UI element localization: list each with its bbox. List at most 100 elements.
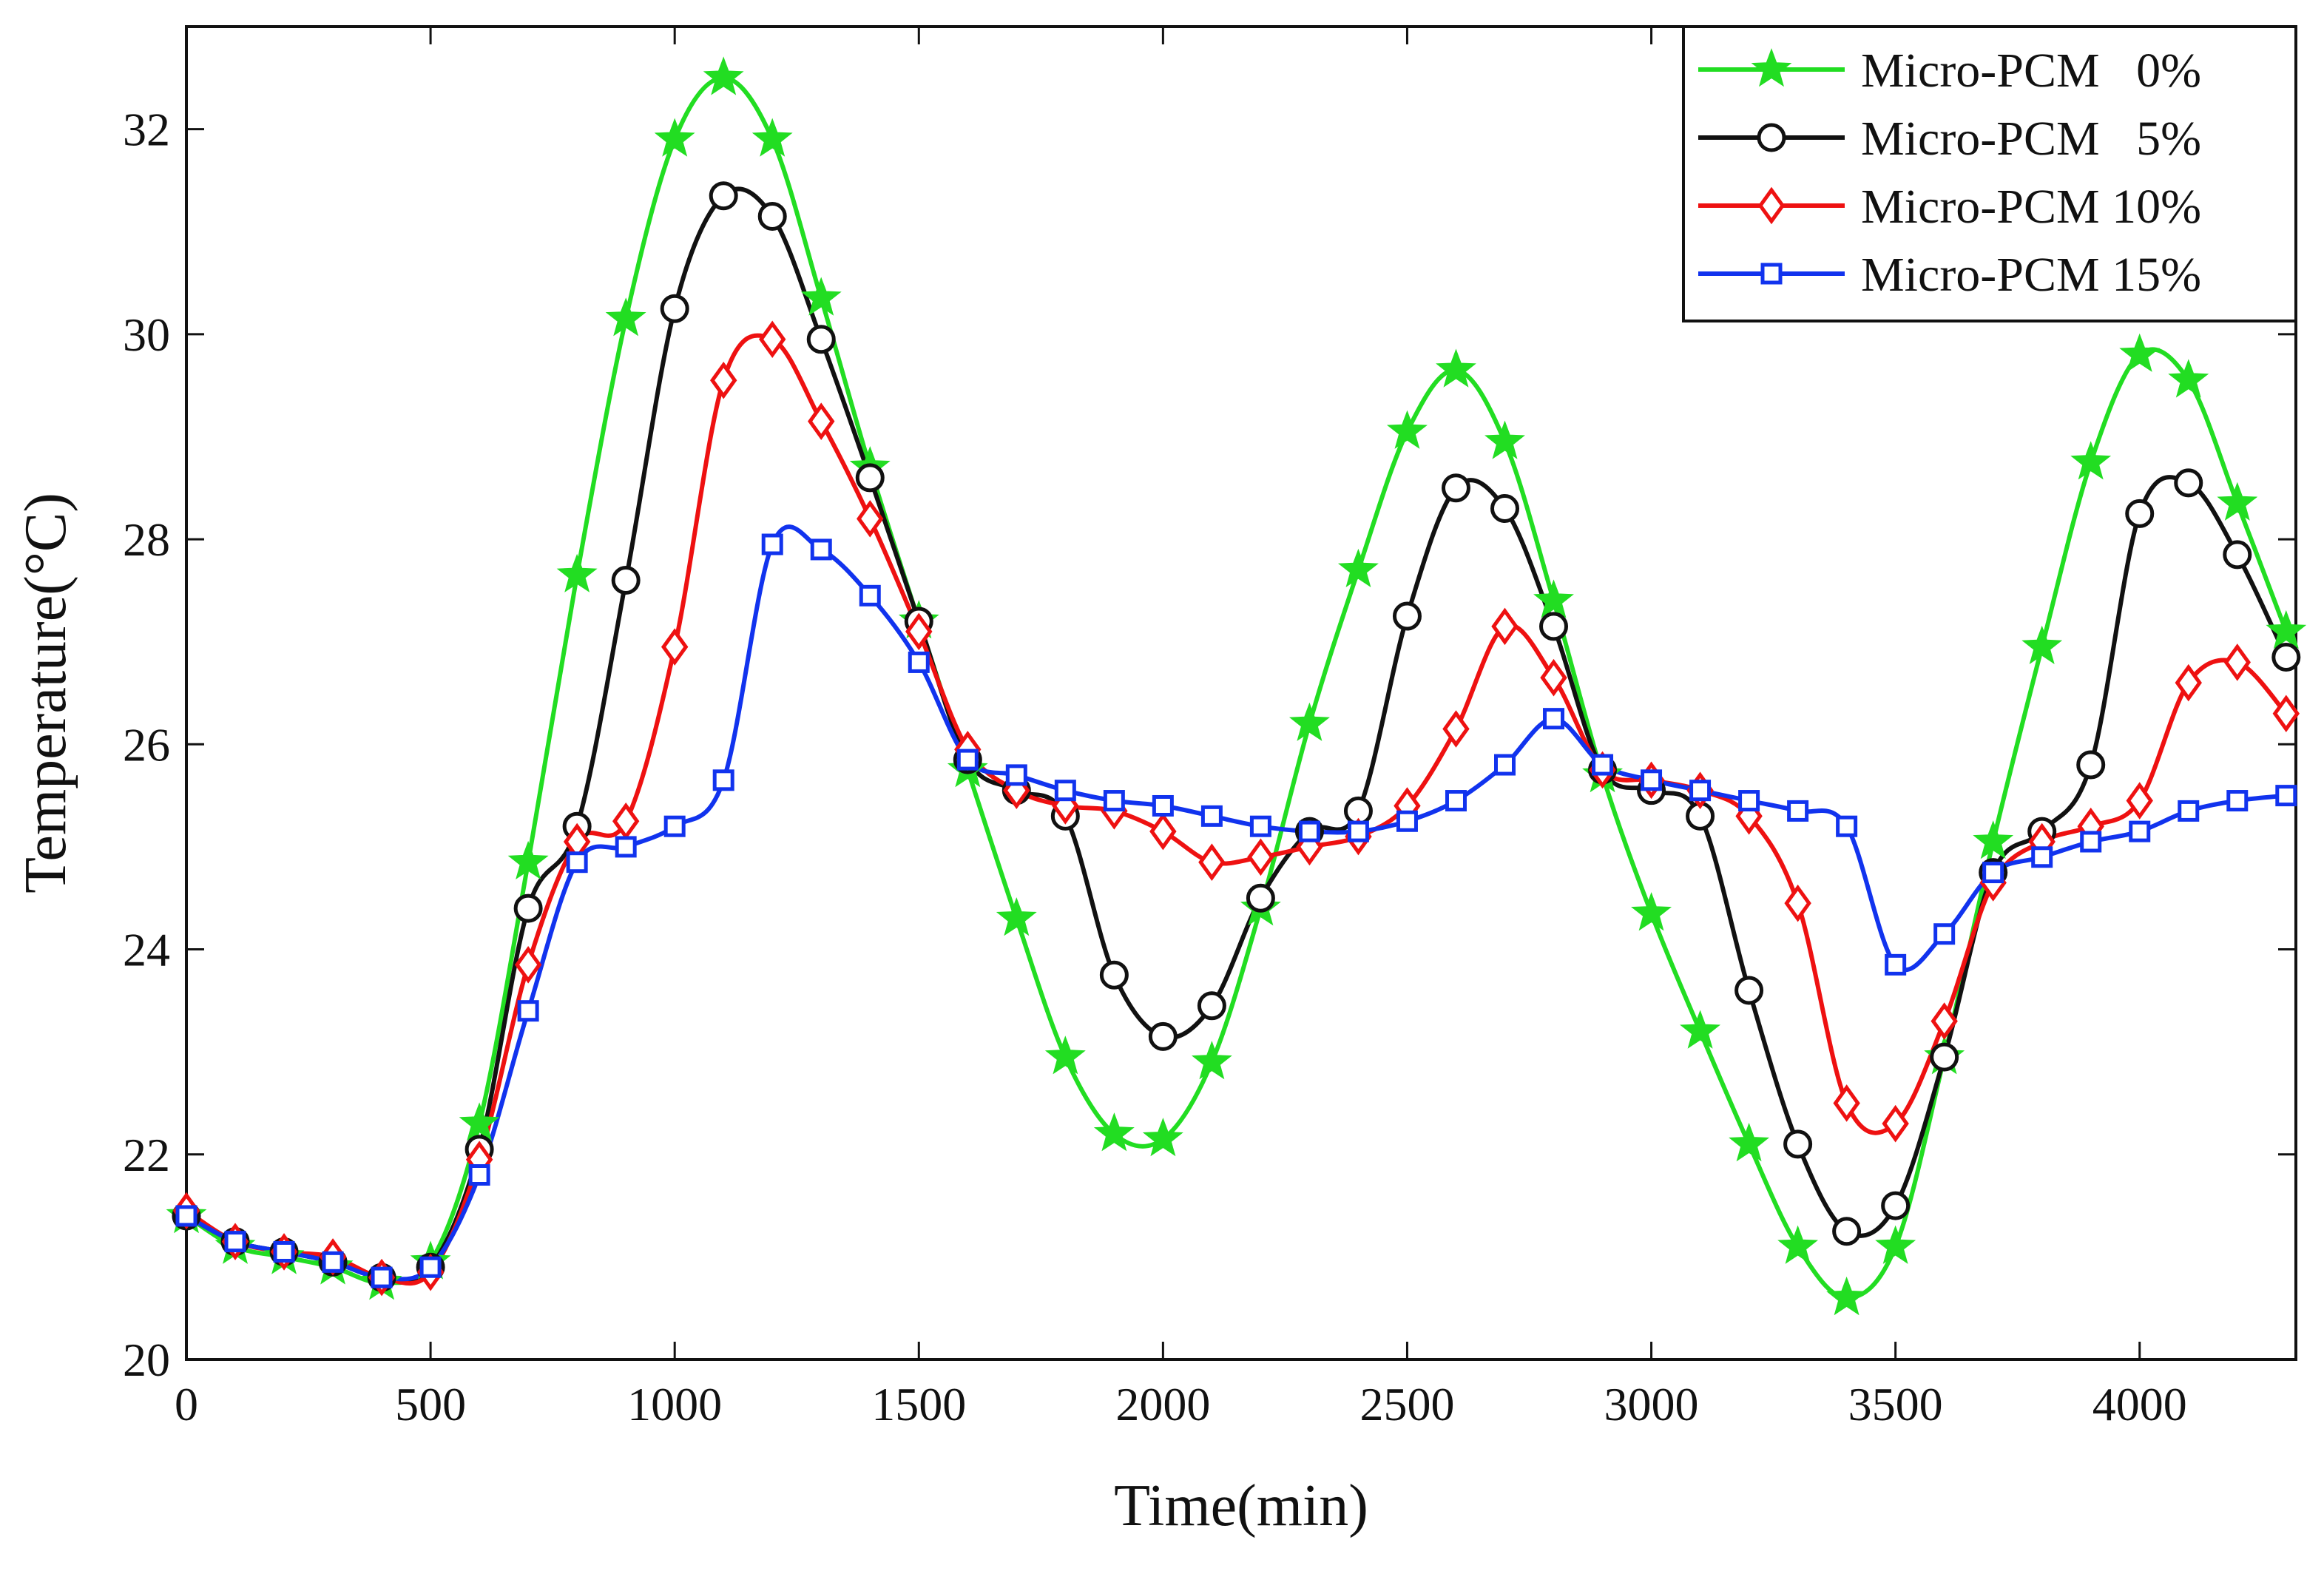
x-tick-label: 4000 [2092, 1378, 2187, 1430]
data-point-diamond [808, 402, 835, 440]
data-point-star [1142, 1118, 1183, 1157]
data-point-square [1347, 820, 1369, 842]
data-point-square [1592, 754, 1614, 776]
y-tick-label: 20 [123, 1334, 170, 1386]
data-point-star [1386, 410, 1428, 449]
x-tick-label: 3500 [1848, 1378, 1943, 1430]
x-tick-label: 1000 [627, 1378, 722, 1430]
axis-ticks: 0 500 1000 1500 2000 2500 3000 3500 4000 20 22 24 26… [123, 27, 2296, 1430]
data-point-circle [513, 893, 543, 923]
y-axis-label: Temperature(°C) [13, 493, 78, 893]
legend-marker-circle [1757, 123, 1786, 152]
data-point-circle [1881, 1191, 1911, 1220]
data-point-square [2031, 846, 2053, 868]
legend-item: Micro-PCM 0% [1698, 44, 2201, 98]
data-point-star [1337, 548, 1379, 588]
data-point-square [1152, 794, 1174, 817]
data-point-star [2168, 359, 2209, 398]
data-point-star [703, 56, 744, 95]
y-tick-label: 28 [123, 513, 170, 566]
data-point-star [800, 277, 842, 316]
legend-label: Micro-PCM 15% [1861, 248, 2201, 302]
data-point-square [1200, 805, 1223, 827]
data-point-star [1093, 1112, 1135, 1152]
data-point-diamond [1540, 658, 1567, 697]
data-point-square [419, 1256, 442, 1278]
y-tick-label: 22 [123, 1129, 170, 1181]
data-point-star [507, 840, 549, 880]
data-point-circle [660, 294, 689, 323]
data-point-diamond [1442, 710, 1470, 748]
data-point-square [1982, 862, 2004, 884]
data-point-star [1875, 1225, 1916, 1264]
data-point-star [1680, 1010, 1721, 1049]
data-point-star [1973, 820, 2014, 859]
data-point-circle [1539, 612, 1569, 641]
data-point-diamond [1149, 812, 1177, 851]
y-tick-label: 26 [123, 718, 170, 771]
data-point-square [761, 533, 783, 555]
data-point-star [556, 553, 598, 592]
data-point-square [1689, 780, 1712, 802]
data-point-circle [1441, 473, 1470, 503]
data-point-circle [1930, 1042, 1959, 1072]
data-point-square [1249, 815, 1271, 837]
data-point-star [605, 297, 646, 337]
data-point-square [371, 1266, 393, 1288]
series-markers-square [175, 533, 2297, 1288]
data-point-diamond [1247, 838, 1274, 876]
x-tick-label: 0 [175, 1378, 198, 1430]
data-point-circle [806, 325, 836, 354]
data-point-square [224, 1231, 246, 1253]
data-point-circle [1832, 1217, 1862, 1246]
y-tick-label: 24 [123, 924, 170, 976]
legend-label: Micro-PCM 5% [1861, 112, 2201, 166]
data-point-circle [1148, 1021, 1178, 1051]
data-point-diamond [514, 946, 542, 984]
data-point-star [2119, 333, 2161, 372]
x-tick-label: 2000 [1115, 1378, 1210, 1430]
data-point-diamond [710, 361, 737, 399]
data-point-star [1826, 1276, 1868, 1316]
data-point-circle [2125, 499, 2155, 528]
data-point-diamond [1491, 607, 1519, 646]
data-point-diamond [1198, 843, 1226, 881]
data-point-circle [757, 201, 787, 231]
data-point-square [1738, 790, 1760, 812]
data-point-square [1396, 810, 1418, 832]
data-point-diamond [2175, 663, 2202, 702]
data-point-circle [611, 566, 641, 595]
data-point-square [1641, 769, 1663, 791]
data-point-diamond [2126, 782, 2153, 820]
data-point-square [1885, 953, 1907, 976]
data-point-square [1933, 923, 1956, 945]
data-point-circle [2076, 750, 2106, 780]
data-point-square [859, 584, 881, 607]
legend-item: Micro-PCM 5% [1698, 112, 2201, 166]
data-point-square [2080, 831, 2102, 853]
series-markers-star [166, 56, 2307, 1316]
data-point-diamond [2272, 695, 2300, 733]
data-point-star [1044, 1035, 1086, 1075]
data-point-square [1836, 815, 1858, 837]
data-point-star [1533, 579, 1574, 618]
data-point-square [1298, 820, 1320, 842]
data-point-diamond [905, 612, 933, 651]
legend-marker-square [1760, 263, 1783, 285]
data-point-diamond [2223, 643, 2251, 681]
data-point-star [1436, 348, 1476, 388]
data-point-square [2226, 790, 2249, 812]
data-point-square [2178, 800, 2200, 822]
data-point-star [1191, 1041, 1232, 1080]
legend-item: Micro-PCM 10% [1698, 180, 2201, 234]
data-point-square [2129, 820, 2151, 842]
legend-item: Micro-PCM 15% [1698, 248, 2201, 302]
data-point-star [459, 1102, 500, 1141]
data-point-square [566, 851, 588, 874]
data-point-circle [1099, 960, 1129, 990]
x-tick-label: 3000 [1604, 1378, 1699, 1430]
data-point-star [2266, 609, 2307, 649]
data-point-circle [855, 463, 885, 493]
data-point-diamond [759, 320, 786, 359]
